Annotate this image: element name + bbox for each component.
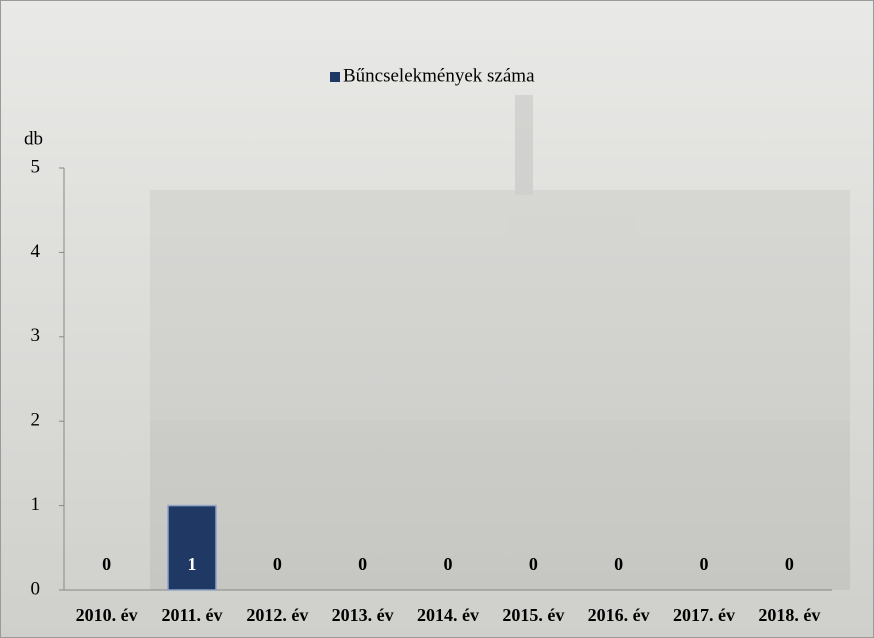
x-tick-label: 2014. év (417, 605, 479, 625)
value-label: 0 (785, 554, 794, 574)
y-axis-label: db (24, 128, 43, 149)
legend-label: Bűncselekmények száma (343, 65, 535, 86)
value-label: 0 (444, 554, 453, 574)
x-tick-label: 2016. év (588, 605, 650, 625)
value-label: 1 (188, 554, 197, 574)
value-label: 0 (358, 554, 367, 574)
background-building (150, 95, 850, 590)
bar (167, 504, 217, 591)
x-tick-label: 2010. év (76, 605, 138, 625)
x-tick-label: 2013. év (332, 605, 394, 625)
value-label: 0 (614, 554, 623, 574)
value-label: 0 (273, 554, 282, 574)
value-label: 0 (700, 554, 709, 574)
value-label: 0 (529, 554, 538, 574)
y-tick-label: 4 (31, 241, 41, 262)
x-tick-label: 2017. év (673, 605, 735, 625)
y-tick-label: 3 (31, 325, 41, 346)
x-tick-label: 2012. év (246, 605, 308, 625)
value-label: 0 (102, 554, 111, 574)
y-tick-label: 1 (31, 494, 41, 515)
y-tick-label: 0 (31, 578, 41, 599)
x-tick-label: 2011. év (162, 605, 223, 625)
y-tick-label: 5 (31, 156, 41, 177)
x-tick-label: 2018. év (758, 605, 820, 625)
legend-swatch (330, 72, 340, 82)
x-tick-label: 2015. év (502, 605, 564, 625)
y-tick-label: 2 (31, 410, 41, 431)
